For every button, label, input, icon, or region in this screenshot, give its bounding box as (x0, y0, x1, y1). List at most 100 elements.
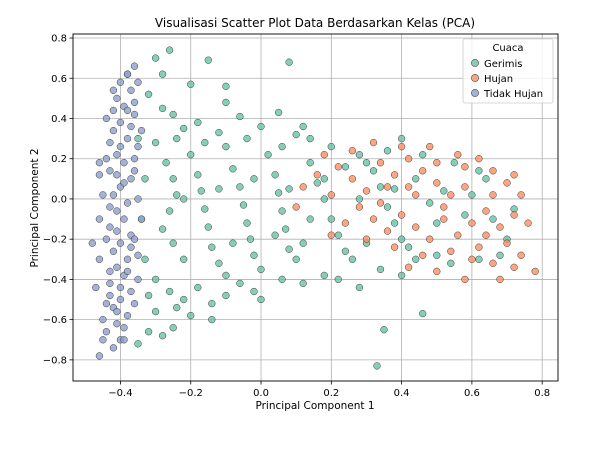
data-point-gerimis (475, 167, 483, 175)
data-point-gerimis (144, 328, 153, 336)
data-point-tidak-hujan (116, 142, 125, 151)
y-tick-label: −0.8 (43, 355, 67, 366)
chart-legend: Cuaca Gerimis Hujan Tidak Hujan (462, 38, 554, 104)
data-point-hujan (376, 159, 385, 167)
data-point-gerimis (134, 340, 142, 348)
data-point-hujan (475, 243, 483, 251)
data-point-gerimis (376, 265, 385, 274)
data-point-tidak-hujan (134, 142, 142, 151)
data-point-tidak-hujan (116, 283, 125, 292)
data-point-gerimis (236, 112, 244, 121)
data-point-gerimis (162, 159, 170, 167)
data-point-gerimis (292, 255, 300, 263)
data-point-tidak-hujan (130, 98, 139, 107)
data-point-hujan (482, 231, 490, 239)
data-point-tidak-hujan (120, 215, 128, 223)
data-point-gerimis (461, 211, 469, 219)
data-point-hujan (510, 263, 518, 271)
data-point-tidak-hujan (123, 199, 132, 207)
data-point-gerimis (496, 251, 504, 259)
data-point-gerimis (201, 138, 209, 147)
data-point-tidak-hujan (113, 171, 121, 179)
data-point-hujan (362, 187, 371, 195)
y-tick-label: −0.6 (43, 315, 67, 326)
data-point-gerimis (197, 187, 205, 195)
data-point-gerimis (222, 142, 230, 151)
data-point-tidak-hujan (113, 263, 121, 271)
data-point-tidak-hujan (130, 110, 139, 119)
data-point-tidak-hujan (102, 155, 111, 163)
y-tick-label: 0.2 (51, 154, 67, 165)
data-point-gerimis (397, 134, 406, 143)
data-point-hujan (334, 163, 342, 171)
legend-label-hujan: Hujan (484, 74, 513, 85)
data-point-gerimis (299, 122, 307, 131)
x-tick-label: 0.6 (464, 388, 480, 399)
data-point-hujan (419, 167, 427, 175)
data-point-hujan (517, 251, 525, 259)
data-point-gerimis (482, 175, 490, 183)
data-point-gerimis (285, 185, 293, 193)
data-point-gerimis (419, 151, 427, 159)
data-point-gerimis (412, 175, 420, 183)
data-point-gerimis (141, 175, 149, 183)
data-point-gerimis (426, 199, 434, 207)
data-point-gerimis (257, 265, 265, 274)
data-point-hujan (503, 179, 511, 187)
data-point-tidak-hujan (95, 255, 104, 263)
data-point-tidak-hujan (127, 175, 135, 183)
data-point-gerimis (341, 247, 350, 255)
data-point-gerimis (278, 142, 286, 151)
data-point-tidak-hujan (123, 106, 132, 115)
data-point-hujan (524, 219, 532, 227)
data-point-tidak-hujan (130, 235, 139, 243)
data-point-hujan (348, 175, 357, 183)
data-point-tidak-hujan (109, 191, 118, 199)
data-point-gerimis (158, 225, 167, 233)
data-point-gerimis (278, 275, 286, 284)
legend-marker-hujan (471, 74, 479, 82)
data-point-gerimis (173, 303, 181, 312)
data-point-hujan (510, 171, 518, 179)
data-point-tidak-hujan (120, 336, 128, 344)
data-point-hujan (320, 151, 328, 159)
data-point-hujan (397, 211, 406, 219)
data-point-hujan (376, 199, 385, 207)
data-point-gerimis (285, 58, 293, 66)
x-axis-label: Principal Component 1 (255, 400, 374, 412)
x-tick-label: 0.2 (323, 388, 339, 399)
data-point-gerimis (376, 183, 385, 191)
data-point-gerimis (158, 332, 167, 340)
data-point-hujan (419, 251, 427, 259)
data-point-tidak-hujan (120, 324, 128, 332)
data-point-gerimis (390, 185, 399, 193)
data-point-tidak-hujan (130, 299, 139, 308)
data-point-tidak-hujan (95, 159, 104, 167)
data-point-hujan (482, 207, 490, 215)
data-point-gerimis (327, 215, 335, 223)
data-point-gerimis (180, 295, 188, 304)
data-point-hujan (404, 183, 413, 191)
data-point-gerimis (341, 163, 350, 171)
data-point-tidak-hujan (113, 227, 121, 235)
data-point-hujan (454, 151, 462, 159)
data-point-tidak-hujan (116, 239, 125, 247)
data-point-hujan (299, 183, 307, 191)
data-point-gerimis (320, 175, 328, 183)
data-point-gerimis (285, 245, 293, 253)
data-point-gerimis (373, 362, 381, 370)
data-point-gerimis (250, 287, 258, 296)
data-point-hujan (397, 142, 406, 151)
data-point-tidak-hujan (134, 78, 142, 86)
data-point-tidak-hujan (123, 311, 132, 320)
data-point-hujan (426, 235, 434, 243)
data-point-hujan (369, 215, 378, 223)
data-point-tidak-hujan (134, 195, 142, 203)
data-point-hujan (447, 191, 455, 199)
data-point-gerimis (194, 283, 202, 292)
data-point-tidak-hujan (113, 151, 121, 159)
data-point-tidak-hujan (99, 336, 107, 344)
data-point-gerimis (151, 275, 160, 284)
data-point-gerimis (419, 309, 427, 318)
data-point-gerimis (271, 231, 279, 239)
